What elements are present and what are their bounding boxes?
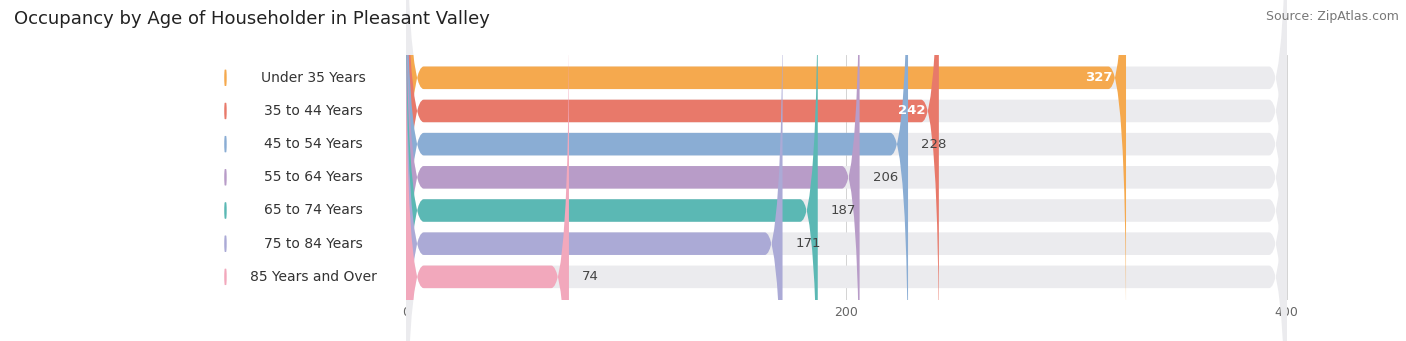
FancyBboxPatch shape xyxy=(406,0,939,341)
Text: 75 to 84 Years: 75 to 84 Years xyxy=(264,237,363,251)
FancyBboxPatch shape xyxy=(406,0,1286,341)
FancyBboxPatch shape xyxy=(208,0,402,341)
FancyBboxPatch shape xyxy=(208,23,402,341)
FancyBboxPatch shape xyxy=(406,0,1286,341)
FancyBboxPatch shape xyxy=(406,23,569,341)
Text: Under 35 Years: Under 35 Years xyxy=(262,71,366,85)
Text: 327: 327 xyxy=(1085,71,1112,84)
FancyBboxPatch shape xyxy=(406,0,1286,341)
FancyBboxPatch shape xyxy=(406,0,1286,332)
Text: 55 to 64 Years: 55 to 64 Years xyxy=(264,170,363,184)
FancyBboxPatch shape xyxy=(406,0,783,341)
FancyBboxPatch shape xyxy=(406,0,1126,332)
Text: 206: 206 xyxy=(873,171,898,184)
FancyBboxPatch shape xyxy=(406,0,1286,341)
Text: 35 to 44 Years: 35 to 44 Years xyxy=(264,104,363,118)
FancyBboxPatch shape xyxy=(208,0,402,341)
FancyBboxPatch shape xyxy=(406,0,908,341)
FancyBboxPatch shape xyxy=(406,0,859,341)
Text: 85 Years and Over: 85 Years and Over xyxy=(250,270,377,284)
Text: Source: ZipAtlas.com: Source: ZipAtlas.com xyxy=(1265,10,1399,23)
Text: 228: 228 xyxy=(921,138,946,151)
FancyBboxPatch shape xyxy=(406,0,818,341)
Text: 242: 242 xyxy=(898,104,925,117)
FancyBboxPatch shape xyxy=(406,0,1286,341)
FancyBboxPatch shape xyxy=(208,0,402,341)
Text: 65 to 74 Years: 65 to 74 Years xyxy=(264,204,363,218)
FancyBboxPatch shape xyxy=(208,0,402,341)
Text: 45 to 54 Years: 45 to 54 Years xyxy=(264,137,363,151)
FancyBboxPatch shape xyxy=(208,0,402,341)
FancyBboxPatch shape xyxy=(208,0,402,332)
Text: 171: 171 xyxy=(796,237,821,250)
Text: 74: 74 xyxy=(582,270,599,283)
Text: Occupancy by Age of Householder in Pleasant Valley: Occupancy by Age of Householder in Pleas… xyxy=(14,10,489,28)
Text: 187: 187 xyxy=(831,204,856,217)
FancyBboxPatch shape xyxy=(406,23,1286,341)
